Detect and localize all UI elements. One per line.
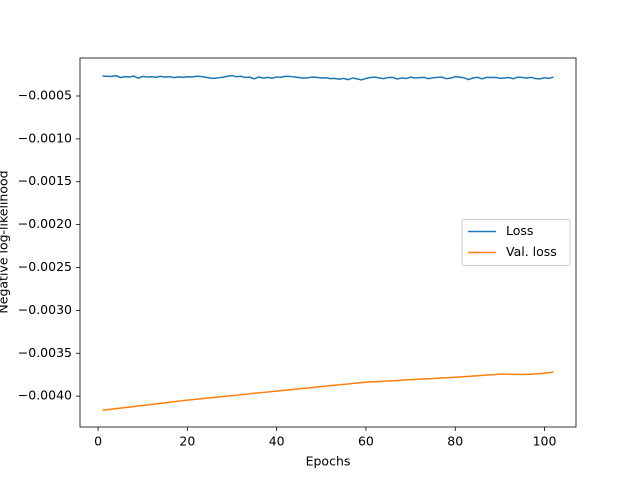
data-line bbox=[102, 371, 554, 412]
x-tick-label: 80 bbox=[447, 434, 463, 449]
y-tick-label: −0.0015 bbox=[18, 173, 72, 188]
x-axis-label: Epochs bbox=[306, 454, 351, 469]
axes-frame bbox=[79, 57, 577, 428]
y-axis-label: Negative log-likelihood bbox=[0, 170, 11, 313]
x-tick-label: 60 bbox=[358, 434, 374, 449]
x-tick-label: 100 bbox=[533, 434, 557, 449]
y-tick-label: −0.0030 bbox=[18, 302, 72, 317]
y-tick-label: −0.0040 bbox=[18, 388, 72, 403]
legend-label: Val. loss bbox=[506, 244, 557, 259]
x-tick-label: 0 bbox=[94, 434, 102, 449]
y-tick-label: −0.0020 bbox=[18, 216, 72, 231]
legend: Loss Val. loss bbox=[461, 219, 571, 266]
y-tick-label: −0.0005 bbox=[18, 87, 72, 102]
x-tick-label: 20 bbox=[179, 434, 195, 449]
legend-label: Loss bbox=[506, 223, 533, 238]
x-tick-label: 40 bbox=[269, 434, 285, 449]
data-line bbox=[102, 74, 554, 81]
y-tick-label: −0.0010 bbox=[18, 130, 72, 145]
y-tick-label: −0.0035 bbox=[18, 345, 72, 360]
y-tick-label: −0.0025 bbox=[18, 259, 72, 274]
